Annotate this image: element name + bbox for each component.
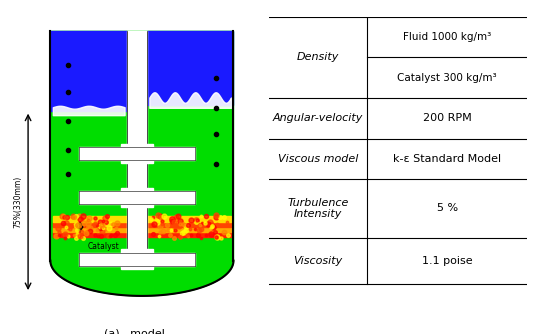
- Polygon shape: [147, 31, 233, 105]
- Text: (a)   model: (a) model: [104, 328, 165, 334]
- Text: Catalyst 300 kg/m³: Catalyst 300 kg/m³: [398, 73, 497, 83]
- Text: 75%(330mm): 75%(330mm): [13, 176, 23, 228]
- Text: Density: Density: [297, 52, 339, 62]
- Bar: [53, 221, 127, 227]
- Polygon shape: [51, 31, 127, 111]
- Text: k-ε Standard Model: k-ε Standard Model: [393, 154, 501, 164]
- Bar: [147, 253, 195, 266]
- Bar: [147, 216, 231, 221]
- Bar: [53, 216, 127, 221]
- Text: Angular-velocity: Angular-velocity: [273, 114, 363, 123]
- Bar: [53, 227, 127, 232]
- Text: 5 %: 5 %: [437, 203, 458, 213]
- Bar: [147, 232, 231, 237]
- Text: Viscosity: Viscosity: [293, 256, 343, 266]
- Bar: [79, 147, 127, 160]
- Bar: [147, 191, 195, 204]
- Polygon shape: [51, 31, 233, 296]
- Bar: [79, 253, 127, 266]
- Bar: [147, 227, 231, 232]
- Text: Turbulence
Intensity: Turbulence Intensity: [287, 198, 349, 219]
- Bar: [53, 232, 127, 237]
- Bar: [147, 221, 231, 227]
- Bar: [121, 188, 153, 207]
- Text: Viscous model: Viscous model: [278, 154, 358, 164]
- Bar: [127, 31, 147, 267]
- Bar: [79, 191, 127, 204]
- Text: 200 RPM: 200 RPM: [423, 114, 472, 123]
- Text: Catalyst: Catalyst: [88, 241, 119, 250]
- Text: 1.1 poise: 1.1 poise: [422, 256, 472, 266]
- Text: Fluid 1000 kg/m³: Fluid 1000 kg/m³: [403, 32, 491, 42]
- Bar: [121, 144, 153, 163]
- Bar: [147, 147, 195, 160]
- Bar: [121, 249, 153, 269]
